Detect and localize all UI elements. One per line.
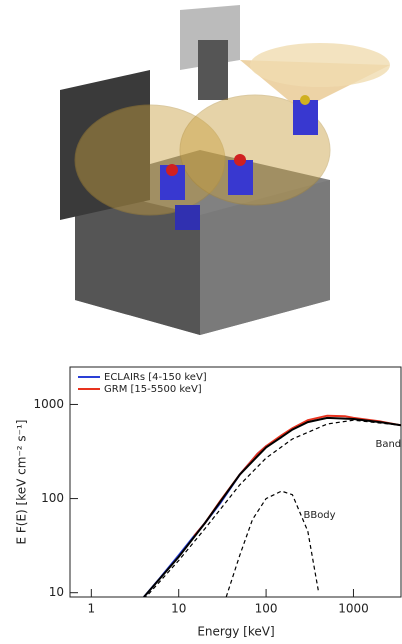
x-axis-label: Energy [keV] <box>197 625 274 639</box>
legend-label: GRM [15-5500 keV] <box>104 384 202 395</box>
plot-frame <box>69 366 402 598</box>
plot-area <box>143 414 402 597</box>
y-tick-label: 100 <box>41 491 64 505</box>
x-tick-label: 10 <box>171 602 186 616</box>
series-line <box>145 419 402 597</box>
curve-label: BBody <box>303 510 335 521</box>
x-tick-label: 1 <box>88 602 96 616</box>
x-tick-label: 1000 <box>338 602 369 616</box>
y-tick-label: 10 <box>49 585 64 599</box>
curve-label: Band <box>375 439 401 450</box>
series-line <box>143 416 402 597</box>
legend-label: ECLAIRs [4-150 keV] <box>104 372 207 383</box>
x-tick-label: 100 <box>255 602 278 616</box>
y-tick-label: 1000 <box>33 397 64 411</box>
y-axis-label: E F(E) [keV cm⁻² s⁻¹] <box>15 420 29 545</box>
satellite-illustration <box>60 5 390 335</box>
series-line <box>193 414 402 537</box>
series-line <box>225 490 320 597</box>
